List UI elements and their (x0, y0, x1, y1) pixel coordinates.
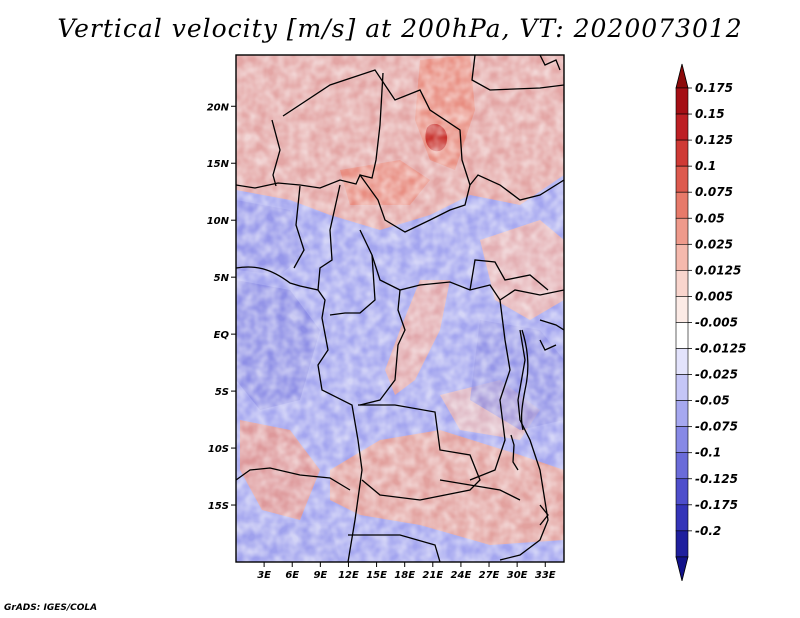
colorbar-label: -0.05 (695, 394, 730, 408)
border-line (510, 434, 519, 471)
y-tick-label: 5N (214, 273, 230, 284)
x-tick-label: 15E (366, 570, 387, 581)
border-line (282, 69, 471, 186)
borders (236, 55, 564, 562)
colorbar-swatch (675, 139, 689, 167)
y-tick-label: 15S (208, 501, 229, 512)
colorbar-swatch (675, 374, 689, 401)
colorbar-swatch (675, 530, 689, 558)
colorbar-label: 0.175 (695, 81, 733, 95)
border-line (539, 319, 564, 331)
x-tick-label: 3E (257, 570, 271, 581)
colorbar-top-triangle (675, 63, 689, 89)
colorbar-label: 0.075 (695, 185, 733, 199)
colorbar-label: 0.0125 (695, 263, 741, 277)
x-tick-label: 12E (338, 570, 359, 581)
border-line (469, 259, 549, 291)
colorbar-bottom-triangle (675, 556, 689, 581)
field-texture (236, 55, 564, 562)
border-line (359, 289, 406, 406)
border-line (293, 185, 305, 269)
x-tick-label: 9E (313, 570, 327, 581)
border-line (236, 266, 363, 562)
colorbar-label: 0.1 (695, 159, 716, 173)
border-line (359, 72, 384, 179)
colorbar-label: -0.025 (695, 368, 738, 382)
y-tick-label: 10N (207, 216, 230, 227)
border-line (317, 184, 341, 291)
border-line (520, 329, 529, 431)
colorbar-label: 0.125 (695, 133, 733, 147)
colorbar-swatch (675, 244, 689, 271)
border-line (469, 299, 511, 481)
colorbar-swatch (675, 113, 689, 141)
y-tick-label: 20N (207, 102, 230, 113)
colorbar-label: -0.005 (695, 315, 738, 329)
y-tick-label: 10S (208, 444, 229, 455)
colorbar-label: 0.025 (695, 237, 733, 251)
colorbar-swatch (675, 191, 689, 219)
border-line (236, 173, 564, 233)
border-line (329, 254, 376, 316)
chart-title: Vertical velocity [m/s] at 200hPa, VT: 2… (57, 14, 743, 43)
colorbar-swatch (675, 270, 689, 297)
colorbar-swatch (675, 452, 689, 480)
border-line (359, 229, 564, 301)
x-tick-label: 21E (422, 570, 443, 581)
border-line (471, 55, 564, 91)
colorbar-label: -0.2 (695, 524, 721, 538)
colorbar-swatch (675, 322, 689, 349)
border-line (271, 119, 281, 187)
colorbar-label: -0.1 (695, 446, 721, 460)
border-line (539, 504, 549, 526)
colorbar-label: 0.15 (695, 107, 725, 121)
colorbar-label: -0.075 (695, 420, 738, 434)
grads-credit: GrADS: IGES/COLA (4, 603, 98, 613)
colorbar-swatch (675, 296, 689, 323)
border-line (539, 339, 557, 351)
border-line (439, 479, 521, 501)
colorbar-swatch (675, 504, 689, 532)
colorbar-label: 0.005 (695, 289, 733, 303)
colorbar-label: -0.125 (695, 472, 738, 486)
border-line (358, 404, 481, 501)
x-tick-label: 33E (535, 570, 556, 581)
border-line (499, 329, 549, 561)
map-frame (235, 54, 565, 563)
colorbar-swatch (675, 426, 689, 453)
border-line (236, 467, 351, 491)
x-tick-label: 18E (394, 570, 415, 581)
y-tick-label: 15N (207, 159, 230, 170)
x-tick-label: 24E (451, 570, 472, 581)
colorbar-swatch (675, 87, 689, 115)
colorbar-label: 0.05 (695, 211, 725, 225)
x-tick-label: 30E (507, 570, 528, 581)
colorbar: 0.175 0.15 0.125 0.1 0.075 0.05 0.025 0.0125 0.0… (675, 63, 746, 581)
border-line (539, 55, 561, 71)
colorbar-swatch (675, 165, 689, 193)
x-axis: 3E 6E 9E 12E 15E 18E 21E 24E 27E 30E 33E (257, 562, 556, 581)
x-tick-label: 27E (479, 570, 500, 581)
y-axis: 20N 15N 10N 5N EQ 5S 10S 15S (207, 102, 236, 512)
border-line (348, 534, 441, 562)
colorbar-swatch (675, 217, 689, 245)
y-tick-label: 5S (215, 387, 229, 398)
colorbar-swatch (675, 400, 689, 427)
y-tick-label: EQ (214, 330, 230, 341)
colorbar-swatch (675, 478, 689, 506)
colorbar-swatch (675, 348, 689, 375)
map-field (236, 55, 564, 562)
colorbar-label: -0.175 (695, 498, 738, 512)
colorbar-label: -0.0125 (695, 342, 746, 356)
x-tick-label: 6E (285, 570, 299, 581)
